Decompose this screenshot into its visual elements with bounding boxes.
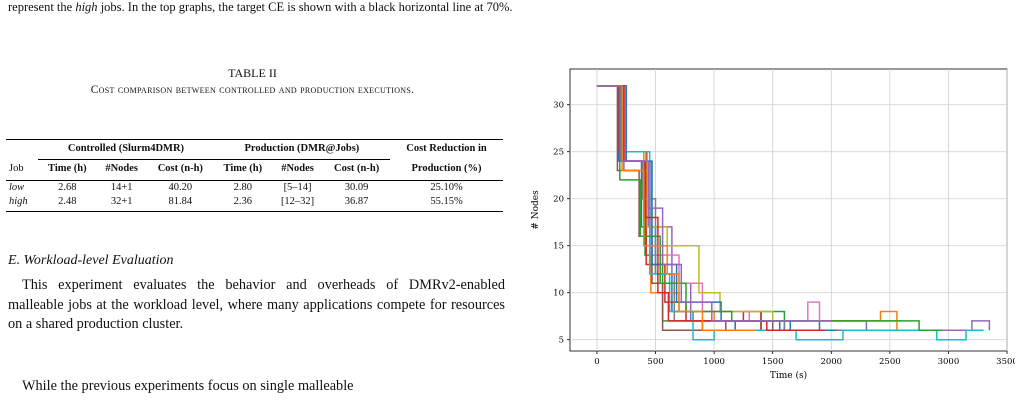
table-caption: Cost comparison between controlled and p…	[90, 84, 415, 96]
series-line-13	[596, 85, 826, 332]
col-header-nodes: #Nodes	[281, 163, 314, 174]
col-header-time: Time (h)	[223, 163, 263, 174]
x-tick-label: 0	[594, 357, 599, 367]
paragraph: While the previous experiments focus on …	[8, 377, 505, 397]
series-lines	[596, 85, 991, 341]
y-axis-label: # Nodes	[531, 190, 541, 230]
group-header-production: Production (DMR@Jobs)	[213, 139, 391, 160]
y-tick-label: 30	[553, 101, 564, 111]
plot-frame	[569, 68, 1008, 352]
x-tick-label: 3000	[938, 357, 960, 367]
col-header-cost: Cost (n-h)	[157, 163, 203, 174]
paragraph: This experiment evaluates the behavior a…	[8, 276, 505, 335]
series-line-15	[596, 85, 832, 322]
paragraph-text: This experiment evaluates the behavior a…	[8, 277, 505, 332]
col-header-job: Job	[9, 162, 24, 174]
group-header-controlled: Controlled (Slurm4DMR)	[38, 139, 214, 160]
x-tick-label: 2500	[879, 357, 901, 367]
x-tick-label: 500	[647, 357, 663, 367]
table-number: TABLE II	[228, 66, 277, 80]
y-tick-label: 25	[553, 148, 564, 158]
paragraph-text: While the previous experiments focus on …	[22, 378, 354, 394]
table-row: high 2.48 32+1 81.84 2.36 [12–32] 36.87 …	[6, 195, 503, 212]
x-axis-label: Time (s)	[770, 370, 807, 381]
x-tick-label: 1500	[762, 357, 784, 367]
y-tick-label: 5	[559, 336, 564, 346]
x-tick-label: 2000	[820, 357, 842, 367]
figure-caption-fragment: represent the high jobs. In the top grap…	[8, 0, 513, 14]
nodes-over-time-chart: 050010001500200025003000350051015202530 …	[531, 68, 1015, 381]
x-tick-label: 1000	[703, 357, 725, 367]
table-group-header-row: Controlled (Slurm4DMR) Production (DMR@J…	[6, 139, 503, 160]
section-heading: E. Workload-level Evaluation	[8, 253, 174, 268]
x-tick-label: 3500	[996, 357, 1015, 367]
series-line-14	[596, 85, 756, 332]
table-subheader-row: Job Time (h) #Nodes Cost (n-h) Time (h) …	[6, 160, 503, 181]
col-header-nodes: #Nodes	[105, 163, 138, 174]
col-header-time: Time (h)	[48, 163, 87, 174]
series-line-10	[596, 85, 984, 341]
col-header-cost: Cost (n-h)	[333, 163, 380, 174]
cost-comparison-table: Controlled (Slurm4DMR) Production (DMR@J…	[6, 139, 503, 212]
y-tick-label: 15	[553, 242, 564, 252]
series-line-12	[596, 85, 943, 332]
table-row: low 2.68 14+1 40.20 2.80 [5–14] 30.09 25…	[6, 180, 503, 195]
group-header-reduction: Cost Reduction in	[390, 139, 503, 160]
y-tick-label: 10	[553, 289, 564, 299]
col-header-reduction: Production (%)	[411, 162, 482, 174]
y-tick-label: 20	[553, 195, 564, 205]
axis-ticks: 0 500 1000 1500 2000 2500 3000 3500 5 10 15 20 25 30	[553, 101, 1015, 367]
